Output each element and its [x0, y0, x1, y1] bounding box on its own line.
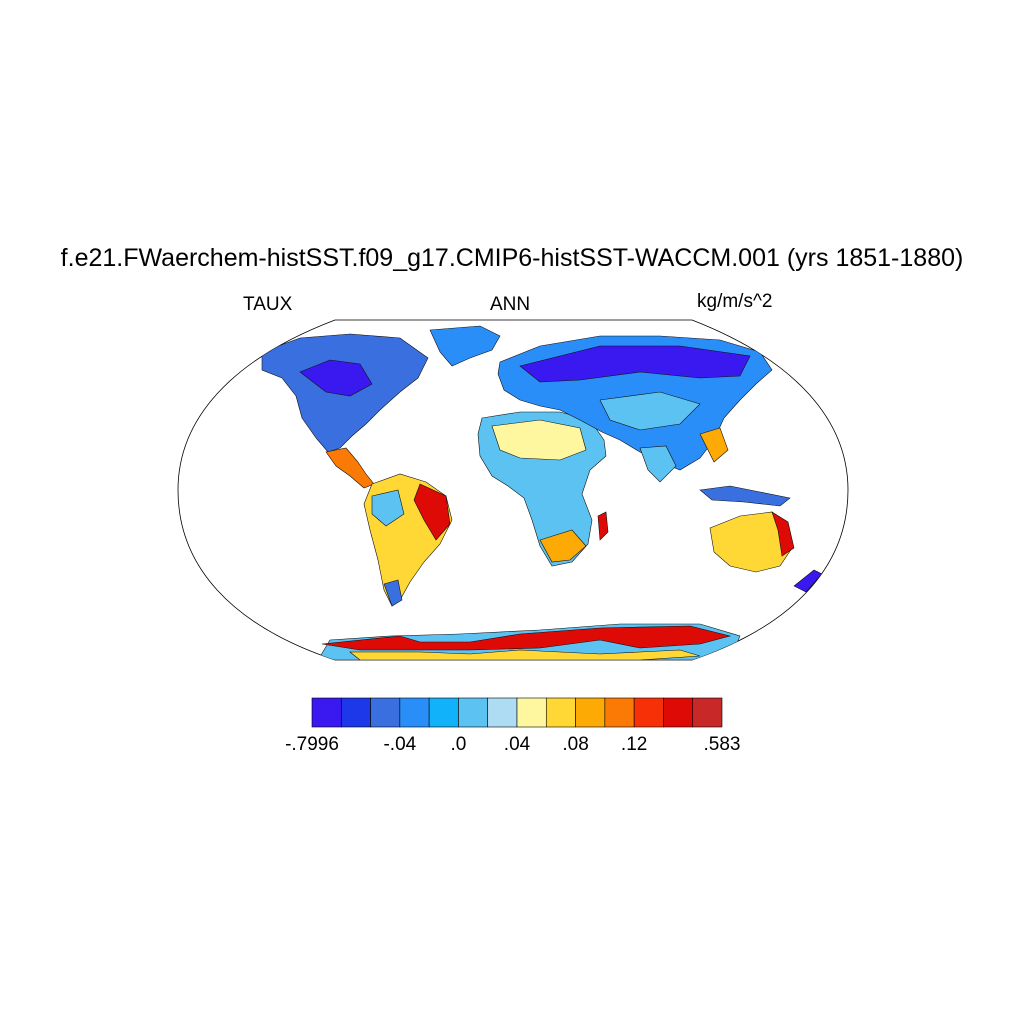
- colorbar-swatch: [545, 697, 576, 728]
- units-label: kg/m/s^2: [697, 291, 773, 312]
- colorbar-swatch: [633, 697, 664, 728]
- colorbar-tick-label: -.7996: [285, 734, 339, 755]
- colorbar-tick-label: .0: [450, 734, 467, 755]
- colorbar-swatch: [340, 697, 371, 728]
- colorbar-swatch: [458, 697, 489, 728]
- australia: [709, 511, 793, 573]
- colorbar-tick-label: -.04: [383, 734, 417, 755]
- colorbar-swatch: [575, 697, 606, 728]
- colorbar-swatch: [663, 697, 694, 728]
- plot-title: f.e21.FWaerchem-histSST.f09_g17.CMIP6-hi…: [60, 244, 964, 272]
- colorbar-swatch: [604, 697, 635, 728]
- colorbar-tick-label: .583: [703, 734, 741, 755]
- colorbar-tick-label: .04: [503, 734, 531, 755]
- greenland: [429, 325, 501, 367]
- variable-label: TAUX: [243, 294, 293, 315]
- colorbar-swatch: [692, 697, 723, 728]
- season-label: ANN: [490, 294, 531, 315]
- southeast-asia-islands: [699, 485, 791, 507]
- colorbar-swatch: [370, 697, 401, 728]
- colorbar-swatch: [487, 697, 518, 728]
- colorbar-swatch: [399, 697, 430, 728]
- colorbar-tick-label: .08: [562, 734, 589, 755]
- india: [639, 445, 677, 483]
- colorbar-swatch: [428, 697, 459, 728]
- colorbar-swatch: [516, 697, 547, 728]
- colorbar-swatch: [311, 697, 342, 728]
- colorbar-tick-label: .12: [620, 734, 648, 755]
